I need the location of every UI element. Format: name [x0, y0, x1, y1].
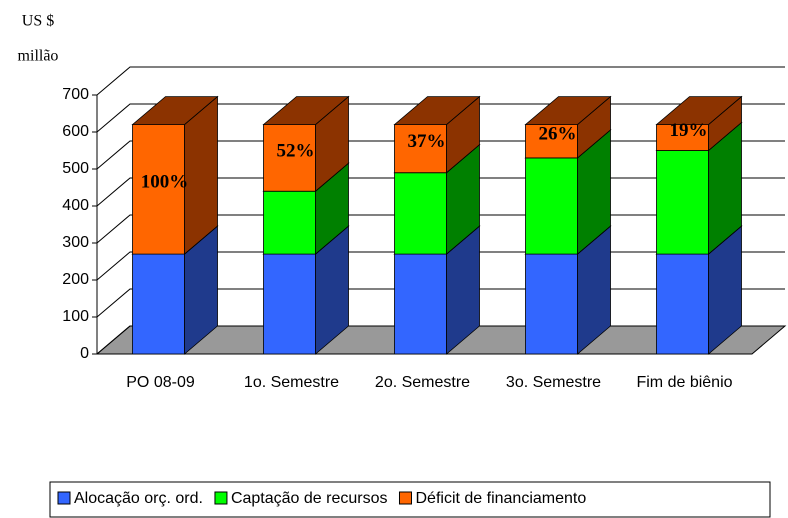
- legend-swatch: [57, 491, 71, 505]
- bar-top: [262, 96, 350, 125]
- bar-top: [655, 96, 743, 125]
- legend-swatch: [398, 491, 412, 505]
- bar-segment: [656, 253, 709, 355]
- bar-segment: [263, 253, 316, 355]
- bar-segment: [132, 253, 185, 355]
- legend-label: Alocação orç. ord.: [74, 490, 203, 507]
- annotation: 100%: [141, 172, 189, 193]
- y-tick-label: 500: [62, 160, 89, 177]
- y-tick-label: 200: [62, 271, 89, 288]
- bar-segment: [394, 253, 447, 355]
- bar-segment: [394, 172, 447, 255]
- annotation: 52%: [277, 140, 315, 161]
- annotation: 26%: [539, 124, 577, 145]
- legend-label: Déficit de financiamento: [415, 490, 586, 507]
- y-axis-label: millão: [18, 48, 59, 65]
- bar-segment: [656, 150, 709, 255]
- bar-segment: [525, 124, 578, 159]
- x-tick-label: 3o. Semestre: [506, 374, 601, 391]
- bar-top: [131, 96, 219, 125]
- y-tick-label: 300: [62, 234, 89, 251]
- y-axis-label: US $: [22, 13, 54, 30]
- annotation: 19%: [670, 120, 708, 141]
- bar-segment: [132, 124, 185, 255]
- y-tick-label: 100: [62, 308, 89, 325]
- x-tick-label: 1o. Semestre: [244, 374, 339, 391]
- bar-segment: [263, 190, 316, 255]
- bar-segment: [525, 157, 578, 255]
- x-tick-label: Fim de biênio: [636, 374, 732, 391]
- annotation: 37%: [408, 131, 446, 152]
- y-tick-label: 700: [62, 86, 89, 103]
- bar-segment: [525, 253, 578, 355]
- legend-label: Captação de recursos: [231, 490, 388, 507]
- x-tick-label: 2o. Semestre: [375, 374, 470, 391]
- y-tick-label: 0: [80, 345, 89, 362]
- bar-top: [393, 96, 481, 125]
- x-tick-label: PO 08-09: [126, 374, 195, 391]
- bar-top: [524, 96, 612, 125]
- legend-swatch: [214, 491, 228, 505]
- bar-segment: [394, 124, 447, 174]
- y-tick-label: 400: [62, 197, 89, 214]
- y-tick-label: 600: [62, 123, 89, 140]
- grid-line: [96, 66, 785, 96]
